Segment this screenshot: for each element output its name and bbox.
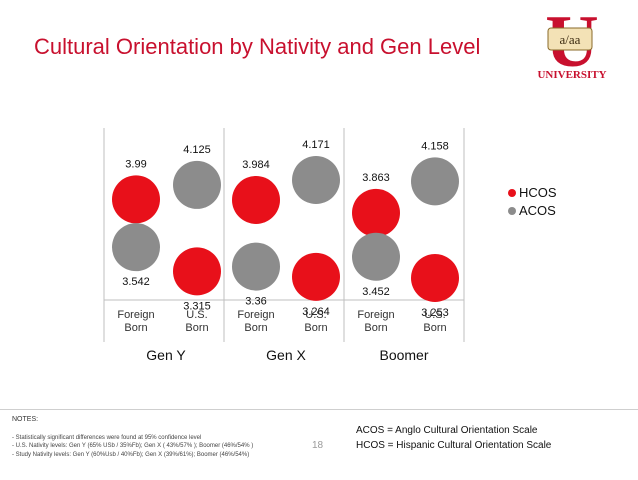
- hcos-bubble: [173, 247, 221, 296]
- category-label: Born: [304, 322, 327, 334]
- logo-badge: [547, 27, 593, 51]
- data-label: 3.863: [362, 172, 390, 184]
- data-label: 3.99: [125, 158, 146, 170]
- data-label: 4.171: [302, 139, 330, 151]
- hcos-bubble: [232, 175, 280, 224]
- note-line: - U.S. Nativity levels: Gen Y (65% USb /…: [12, 443, 254, 449]
- notes-panel: [0, 409, 638, 480]
- data-label: 3.36: [245, 296, 266, 308]
- page-title: Cultural Orientation by Nativity and Gen…: [34, 34, 481, 59]
- bubble-chart: 3.99 3.542 4.125 3.315 3.984 3.36 4.171 3.264 3.…: [103, 128, 557, 363]
- acos-bubble: [173, 160, 221, 209]
- acos-bubble: [411, 157, 459, 206]
- hcos-bubble: [112, 175, 160, 224]
- note-line: - Statistically significant differences …: [12, 435, 202, 441]
- category-label: Foreign: [237, 309, 274, 321]
- notes-title: NOTES:: [12, 416, 39, 423]
- data-label: 3.253: [421, 307, 449, 319]
- logo-badge-text: a/aa: [560, 32, 581, 47]
- note-line: - Study Nativity levels: Gen Y (60%Usb /…: [12, 452, 250, 458]
- acos-bubble: [232, 242, 280, 291]
- group-label: Gen Y: [146, 347, 186, 363]
- category-label: Born: [124, 322, 147, 334]
- category-label: Born: [244, 322, 267, 334]
- acos-legend-marker: [508, 207, 516, 215]
- hcos-bubble: [352, 188, 400, 237]
- acos-definition: ACOS = Anglo Cultural Orientation Scale: [356, 425, 538, 436]
- hcos-bubble: [411, 254, 459, 302]
- category-label: Foreign: [117, 309, 154, 321]
- acos-bubble: [292, 156, 340, 204]
- category-label: U.S.: [186, 309, 207, 321]
- data-label: 3.542: [122, 276, 150, 288]
- data-label: 3.984: [242, 159, 270, 171]
- data-label: 3.264: [302, 306, 330, 318]
- category-label: Born: [185, 322, 208, 334]
- acos-bubble: [112, 223, 160, 272]
- group-label: Boomer: [379, 347, 428, 363]
- university-logo: U a/aa UNIVERSITY: [537, 4, 606, 80]
- category-label: U.S.: [424, 309, 445, 321]
- hcos-bubble: [292, 252, 340, 301]
- legend-label: HCOS: [519, 185, 557, 200]
- hcos-definition: HCOS = Hispanic Cultural Orientation Sca…: [356, 440, 552, 451]
- legend-label: ACOS: [519, 203, 556, 218]
- data-label: 4.158: [421, 140, 449, 152]
- acos-bubble: [352, 232, 400, 281]
- page-number: 18: [312, 440, 324, 451]
- data-label: 4.125: [183, 144, 211, 156]
- category-label: Born: [364, 322, 387, 334]
- data-label: 3.452: [362, 286, 390, 298]
- category-label: Born: [423, 322, 446, 334]
- hcos-legend-marker: [508, 189, 516, 197]
- category-label: U.S.: [305, 309, 326, 321]
- group-label: Gen X: [266, 347, 306, 363]
- category-label: Foreign: [357, 309, 394, 321]
- data-label: 3.315: [183, 300, 211, 312]
- logo-banner-text: UNIVERSITY: [537, 69, 606, 80]
